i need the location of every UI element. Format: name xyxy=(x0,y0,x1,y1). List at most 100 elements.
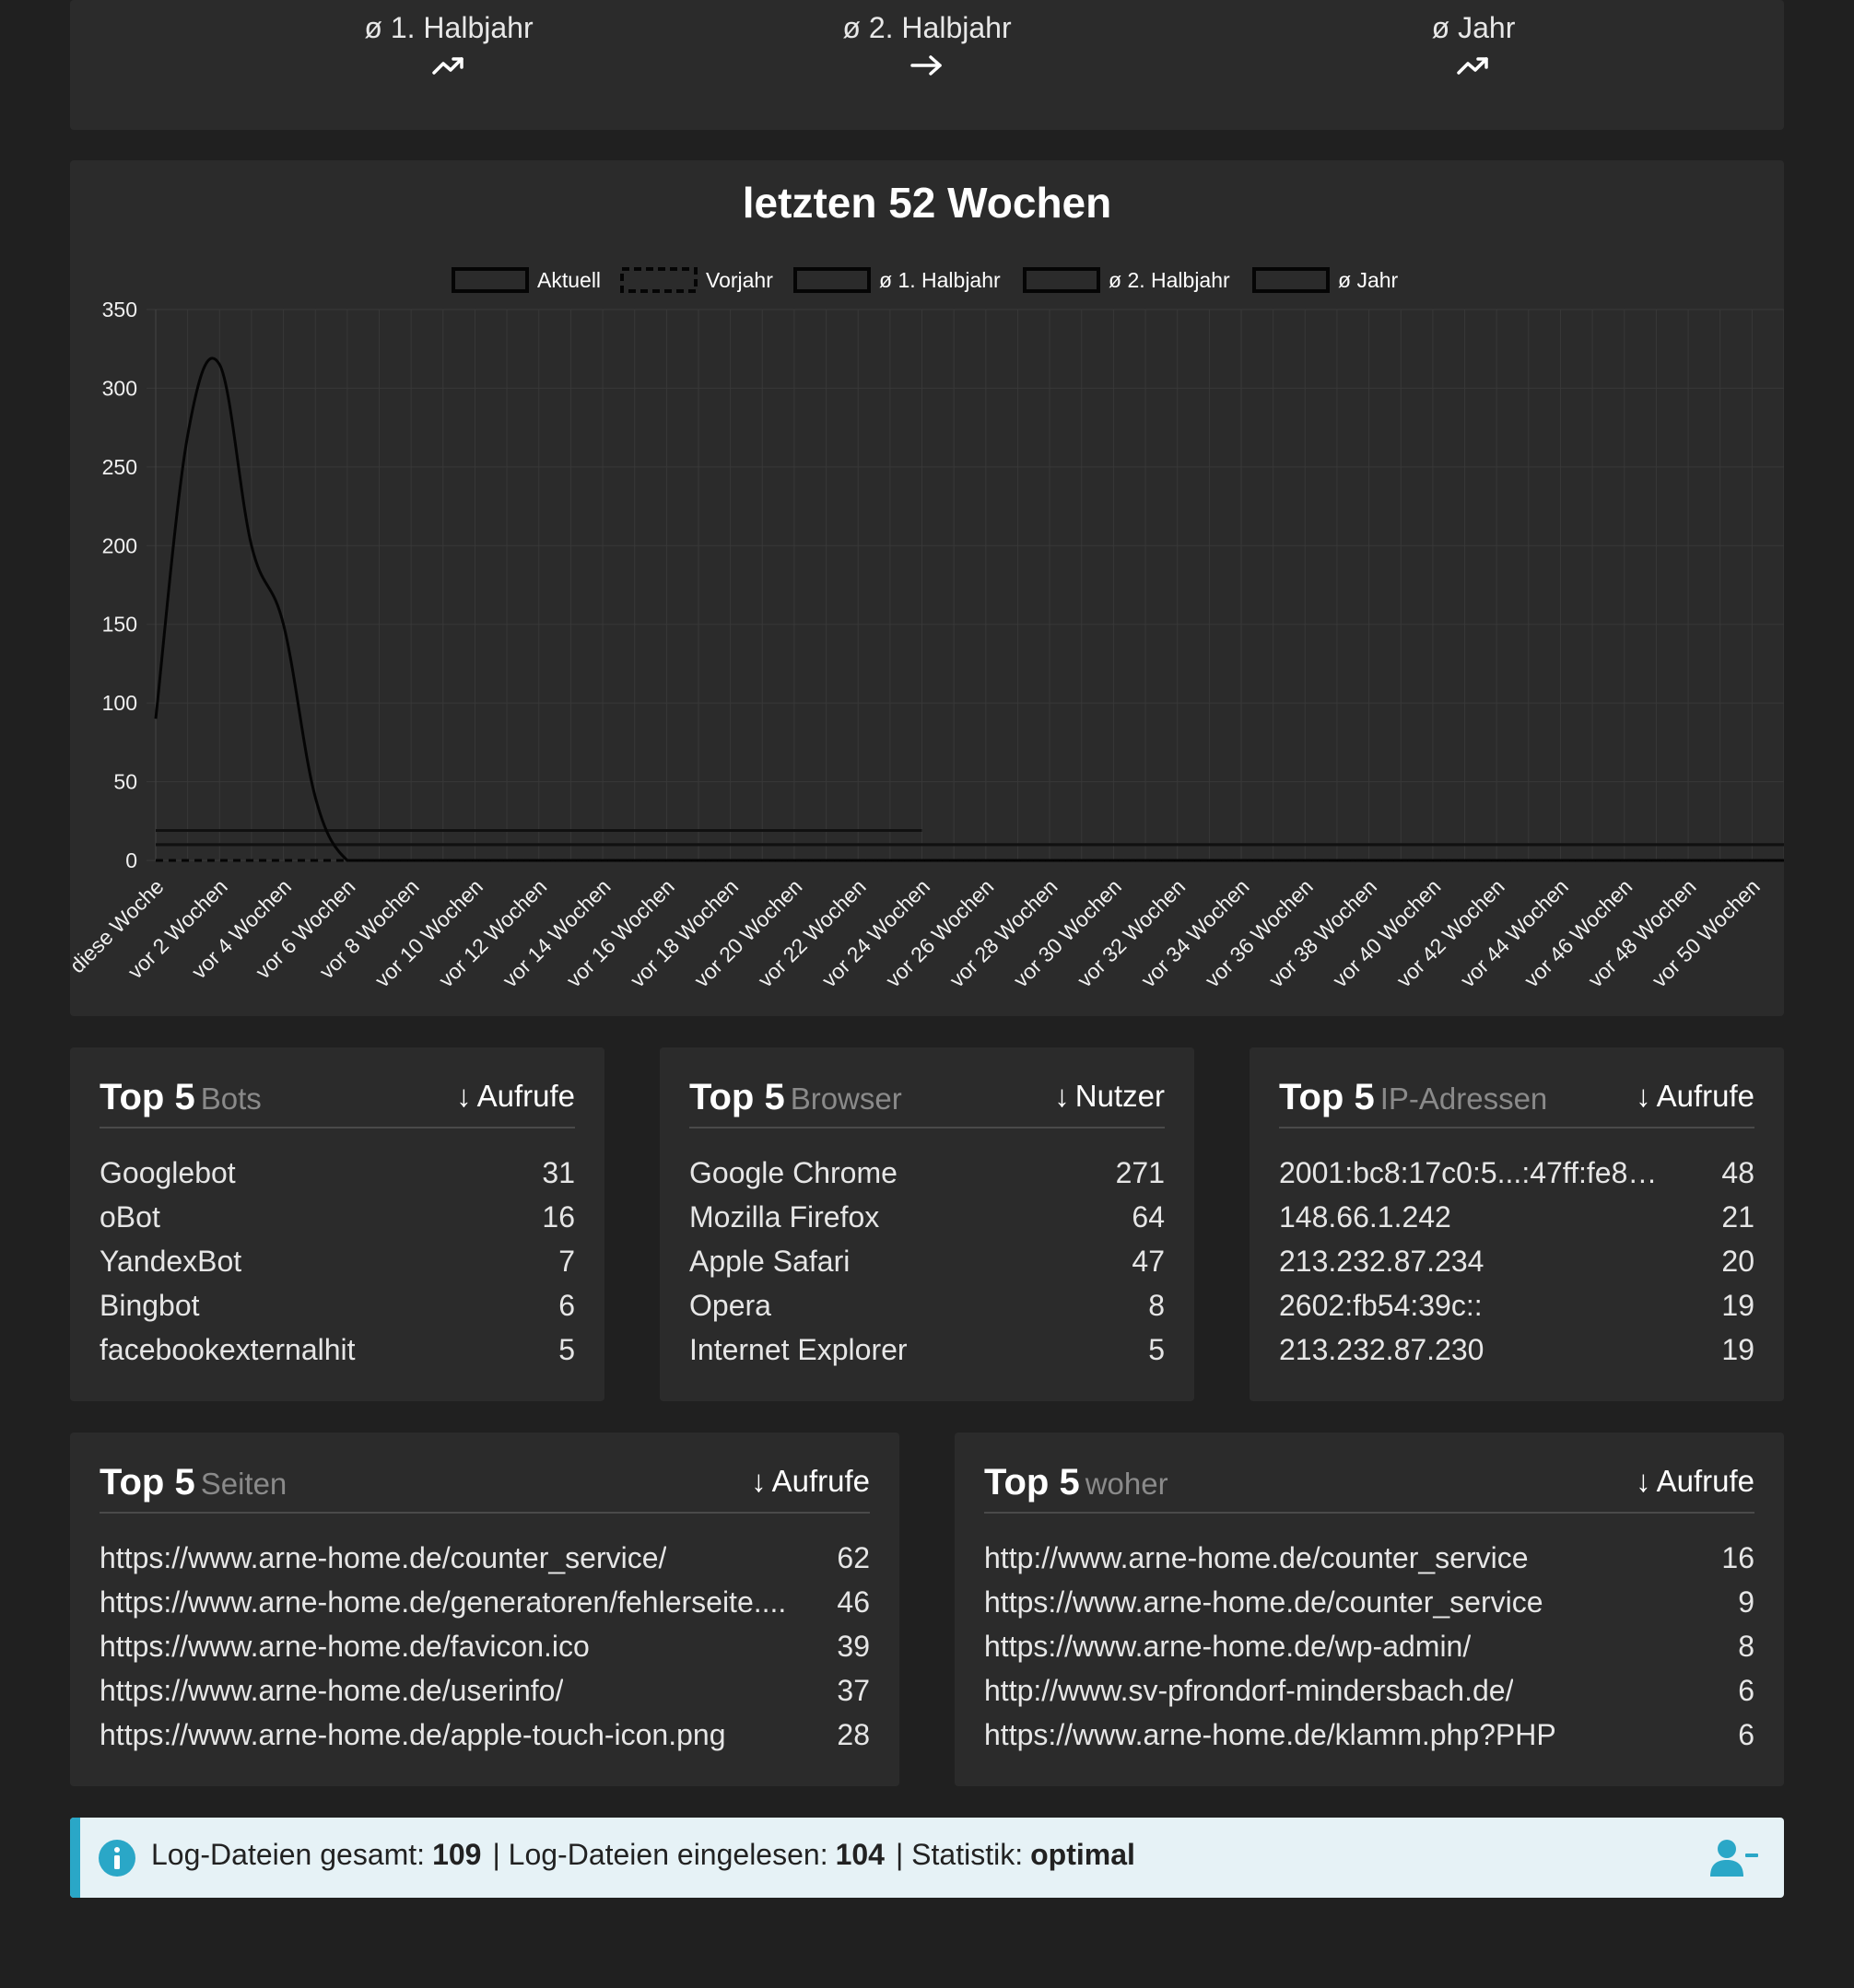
x-tick-label: vor 50 Wochen xyxy=(1647,874,1764,991)
x-tick-label: vor 26 Wochen xyxy=(881,874,998,991)
top5-pages-card: Top 5 Seiten ↓ Aufrufe https://www.arne-ho… xyxy=(70,1433,899,1786)
sort-aufrufe-button[interactable]: ↓ Aufrufe xyxy=(1636,1464,1754,1498)
item-name: https://www.arne-home.de/favicon.ico xyxy=(100,1630,590,1663)
item-name: Apple Safari xyxy=(689,1245,851,1278)
sort-aufrufe-button[interactable]: ↓ Aufrufe xyxy=(1636,1079,1754,1113)
card-header: Top 5 Browser ↓ Nutzer xyxy=(689,1077,1165,1128)
item-name: YandexBot xyxy=(100,1245,242,1278)
item-count: 6 xyxy=(1738,1718,1754,1751)
y-tick-label: 150 xyxy=(102,613,137,637)
legend-label: ø 2. Halbjahr xyxy=(1109,268,1230,292)
x-tick-label: vor 32 Wochen xyxy=(1073,874,1190,991)
item-name: https://www.arne-home.de/klamm.php?PHP xyxy=(984,1718,1556,1751)
y-tick-label: 250 xyxy=(102,455,137,479)
item-name: http://www.sv-pfrondorf-mindersbach.de/ xyxy=(984,1674,1514,1707)
x-tick-label: vor 40 Wochen xyxy=(1328,874,1445,991)
legend-swatch xyxy=(452,267,529,293)
list-item: 213.232.87.234 20 xyxy=(1279,1245,1754,1289)
trend-summary-card: ø 1. Halbjahr ø 2. Halbjahr ø Jahr xyxy=(70,0,1784,130)
item-name: https://www.arne-home.de/apple-touch-ico… xyxy=(100,1718,726,1751)
legend-swatch xyxy=(620,267,698,293)
card-header: Top 5 Seiten ↓ Aufrufe xyxy=(100,1462,870,1514)
card-header: Top 5 Bots ↓ Aufrufe xyxy=(100,1077,575,1128)
trend-second-half: ø 2. Halbjahr xyxy=(743,11,1111,78)
top5-list: Google Chrome 271 Mozilla Firefox 64 Apple S… xyxy=(689,1156,1165,1377)
list-item: https://www.arne-home.de/klamm.php?PHP 6 xyxy=(984,1718,1754,1762)
x-tick-label: vor 12 Wochen xyxy=(434,874,551,991)
sort-aufrufe-button[interactable]: ↓ Aufrufe xyxy=(456,1079,575,1113)
sort-aufrufe-button[interactable]: ↓ Aufrufe xyxy=(751,1464,870,1498)
item-count: 62 xyxy=(837,1541,870,1574)
x-tick-label: vor 36 Wochen xyxy=(1200,874,1317,991)
x-tick-label: vor 14 Wochen xyxy=(498,874,615,991)
item-count: 39 xyxy=(837,1630,870,1663)
top5-bots-card: Top 5 Bots ↓ Aufrufe Googlebot 31 oBot 16 Yand… xyxy=(70,1047,604,1401)
x-tick-label: vor 24 Wochen xyxy=(817,874,934,991)
x-tick-label: vor 20 Wochen xyxy=(689,874,806,991)
item-name: facebookexternalhit xyxy=(100,1333,356,1366)
trend-up-icon xyxy=(1457,57,1488,75)
list-item: https://www.arne-home.de/counter_service… xyxy=(100,1541,870,1585)
x-tick-label: vor 22 Wochen xyxy=(753,874,870,991)
list-item: Internet Explorer 5 xyxy=(689,1333,1165,1377)
log-info-alert: Log-Dateien gesamt: 109 | Log-Dateien eing… xyxy=(70,1818,1784,1898)
info-icon xyxy=(99,1840,135,1877)
item-name: https://www.arne-home.de/wp-admin/ xyxy=(984,1630,1472,1663)
list-item: 2001:bc8:17c0:5...:47ff:fe86:... 48 xyxy=(1279,1156,1754,1200)
y-tick-label: 0 xyxy=(125,848,137,872)
list-item: 213.232.87.230 19 xyxy=(1279,1333,1754,1377)
item-count: 48 xyxy=(1721,1156,1754,1189)
top5-list: 2001:bc8:17c0:5...:47ff:fe86:... 48 148.66… xyxy=(1279,1156,1754,1377)
top5-list: https://www.arne-home.de/counter_service… xyxy=(100,1541,870,1762)
top5-referrer-card: Top 5 woher ↓ Aufrufe http://www.arne-home… xyxy=(955,1433,1784,1786)
item-name: https://www.arne-home.de/generatoren/feh… xyxy=(100,1585,787,1619)
x-tick-label: vor 42 Wochen xyxy=(1391,874,1508,991)
item-count: 9 xyxy=(1738,1585,1754,1619)
y-tick-label: 300 xyxy=(102,376,137,400)
log-info-text: Log-Dateien gesamt: 109 | Log-Dateien eing… xyxy=(151,1838,1135,1871)
item-name: 2602:fb54:39c:: xyxy=(1279,1289,1483,1322)
user-minus-icon[interactable] xyxy=(1710,1838,1760,1878)
item-count: 8 xyxy=(1738,1630,1754,1663)
item-name: https://www.arne-home.de/counter_service xyxy=(984,1585,1543,1619)
trend-up-icon xyxy=(432,57,464,75)
x-tick-label: vor 30 Wochen xyxy=(1008,874,1125,991)
item-name: oBot xyxy=(100,1200,160,1234)
legend-label: Aktuell xyxy=(537,268,601,292)
sort-nutzer-button[interactable]: ↓ Nutzer xyxy=(1054,1079,1165,1113)
list-item: http://www.sv-pfrondorf-mindersbach.de/6 xyxy=(984,1674,1754,1718)
list-item: facebookexternalhit 5 xyxy=(100,1333,575,1377)
arrow-down-icon: ↓ xyxy=(1636,1079,1651,1113)
list-item: Bingbot 6 xyxy=(100,1289,575,1333)
top5-list: Googlebot 31 oBot 16 YandexBot 7 Bingbot 6 faceb… xyxy=(100,1156,575,1377)
legend-swatch xyxy=(1023,267,1100,293)
x-tick-label: vor 44 Wochen xyxy=(1456,874,1573,991)
list-item: https://www.arne-home.de/favicon.ico 39 xyxy=(100,1630,870,1674)
item-count: 8 xyxy=(1148,1289,1165,1322)
x-tick-label: vor 34 Wochen xyxy=(1136,874,1253,991)
item-count: 5 xyxy=(1148,1333,1165,1366)
list-item: YandexBot 7 xyxy=(100,1245,575,1289)
y-tick-label: 350 xyxy=(102,298,137,322)
item-name: https://www.arne-home.de/counter_service… xyxy=(100,1541,667,1574)
item-count: 64 xyxy=(1132,1200,1165,1234)
card-title: Top 5 IP-Adressen xyxy=(1279,1077,1548,1117)
item-count: 28 xyxy=(837,1718,870,1751)
item-name: Bingbot xyxy=(100,1289,200,1322)
y-tick-label: 100 xyxy=(102,691,137,715)
item-count: 6 xyxy=(558,1289,575,1322)
item-name: Mozilla Firefox xyxy=(689,1200,880,1234)
item-name: 2001:bc8:17c0:5...:47ff:fe86:... xyxy=(1279,1156,1672,1189)
list-item: oBot 16 xyxy=(100,1200,575,1245)
arrow-down-icon: ↓ xyxy=(751,1464,767,1498)
alert-accent xyxy=(70,1818,80,1898)
item-count: 19 xyxy=(1721,1333,1754,1366)
item-name: 213.232.87.234 xyxy=(1279,1245,1484,1278)
list-item: 2602:fb54:39c:: 19 xyxy=(1279,1289,1754,1333)
y-tick-label: 50 xyxy=(113,770,137,794)
arrow-down-icon: ↓ xyxy=(456,1079,472,1113)
card-subtitle: IP-Adressen xyxy=(1379,1082,1548,1116)
item-count: 19 xyxy=(1721,1289,1754,1322)
y-tick-label: 200 xyxy=(102,533,137,557)
